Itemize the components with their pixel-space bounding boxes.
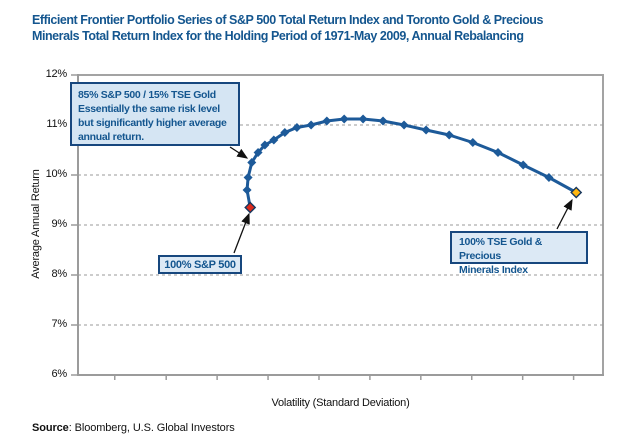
annotation-line: 100% TSE Gold & Precious — [459, 236, 543, 262]
annotation-line: Essentially the same risk level — [78, 103, 220, 115]
marker-portfolio-point — [378, 116, 388, 126]
frontier-line — [245, 117, 578, 209]
annotation-85-15-mix: 85% S&P 500 / 15% TSE Gold Essentially t… — [70, 82, 240, 146]
arrow-to-sp500-point — [233, 212, 250, 254]
source-attribution: Source: Bloomberg, U.S. Global Investors — [32, 422, 235, 434]
marker-portfolio-point — [247, 158, 257, 167]
marker-100pct-sp500 — [244, 201, 257, 214]
marker-portfolio-point — [260, 140, 270, 150]
source-label: Source — [32, 422, 69, 434]
marker-portfolio-point — [339, 114, 349, 124]
marker-portfolio-point — [399, 120, 409, 130]
y-axis-tick-label: 10% — [45, 168, 68, 180]
marker-portfolio-point — [253, 148, 263, 157]
arrow-to-85-15-point — [229, 146, 249, 159]
marker-portfolio-point — [493, 148, 503, 157]
arrow-to-gold-point — [556, 198, 573, 230]
annotation-line: annual return. — [78, 131, 144, 143]
marker-portfolio-point — [468, 138, 478, 147]
marker-100pct-tse-gold — [570, 186, 583, 199]
x-axis-title: Volatility (Standard Deviation) — [271, 397, 410, 409]
marker-portfolio-point — [544, 173, 554, 182]
y-axis-tick-label: 6% — [51, 368, 68, 380]
marker-portfolio-point — [306, 120, 316, 130]
marker-portfolio-point — [358, 114, 368, 124]
chart-title-line1: Efficient Frontier Portfolio Series of S… — [32, 13, 543, 27]
marker-portfolio-point — [280, 128, 290, 137]
y-axis-tick-label: 11% — [46, 118, 67, 130]
annotation-line: 85% S&P 500 / 15% TSE Gold — [78, 89, 216, 101]
marker-portfolio-point — [269, 135, 279, 145]
y-axis-tick-label: 9% — [51, 218, 68, 230]
marker-portfolio-point — [292, 123, 302, 132]
y-axis-tick-label: 7% — [51, 318, 68, 330]
annotation-line: but significantly higher average — [78, 117, 227, 129]
marker-portfolio-point — [322, 116, 332, 126]
marker-portfolio-point — [243, 173, 253, 182]
marker-portfolio-point — [421, 125, 431, 135]
source-text: : Bloomberg, U.S. Global Investors — [68, 422, 235, 434]
annotation-100-sp500: 100% S&P 500 — [158, 255, 242, 274]
marker-portfolio-point — [444, 130, 454, 140]
marker-portfolio-point — [242, 185, 252, 195]
annotation-line: Minerals Index — [459, 264, 528, 276]
marker-portfolio-point — [518, 160, 528, 170]
y-axis-tick-label: 8% — [51, 268, 68, 280]
chart-title-line2: Minerals Total Return Index for the Hold… — [32, 29, 524, 43]
y-axis-tick-label: 12% — [45, 68, 68, 80]
chart-title: Efficient Frontier Portfolio Series of S… — [32, 12, 543, 44]
annotation-100-tse-gold: 100% TSE Gold & Precious Minerals Index — [450, 231, 588, 276]
